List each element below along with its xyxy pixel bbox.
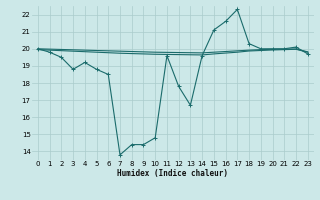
X-axis label: Humidex (Indice chaleur): Humidex (Indice chaleur)	[117, 169, 228, 178]
